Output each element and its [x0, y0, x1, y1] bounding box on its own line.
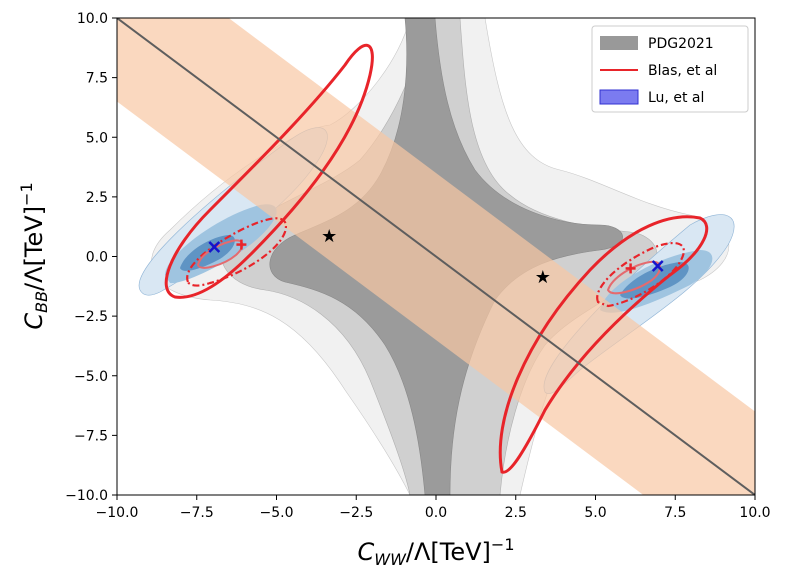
blas-bestfit-marker-0	[236, 239, 247, 250]
y-tick-label: 5.0	[86, 130, 108, 146]
lu-bestfit-marker-1	[651, 260, 664, 272]
legend-swatch-lu	[599, 89, 639, 105]
markers-layer: ★★	[208, 226, 664, 288]
y-tick-label: 7.5	[86, 71, 108, 87]
y-tick-label: −7.5	[74, 428, 108, 444]
y-tick-label: −5.0	[74, 369, 108, 385]
legend-swatch-pdg2021	[600, 36, 638, 50]
x-tick-label: 2.5	[505, 505, 527, 521]
plot-area: ★★	[117, 18, 755, 495]
lu-bestfit-marker-0	[208, 241, 221, 253]
blas-contour-right	[498, 215, 709, 474]
x-tick-label: 0.0	[425, 505, 447, 521]
x-tick-label: −5.0	[260, 505, 294, 521]
y-axis: −10.0 −7.5 −5.0 −2.5 0.0 2.5 5.0 7.5 10.0	[65, 11, 117, 504]
y-tick-label: 2.5	[86, 190, 108, 206]
y-tick-label: −2.5	[74, 309, 108, 325]
diagonal-line	[117, 18, 755, 495]
y-axis-label: CBB/Λ[TeV]−1	[17, 182, 51, 329]
y-tick-label: 0.0	[86, 250, 108, 266]
x-tick-label: 5.0	[584, 505, 606, 521]
legend: PDG2021 Blas, et al Lu, et al	[591, 25, 749, 113]
legend-label-blas: Blas, et al	[648, 63, 717, 79]
x-tick-label: 7.5	[664, 505, 686, 521]
pdg-star-marker-0: ★	[321, 226, 337, 247]
x-tick-label: 10.0	[739, 505, 770, 521]
x-axis: −10.0 −7.5 −5.0 −2.5 0.0 2.5 5.0 7.5 10.0	[96, 495, 771, 521]
legend-label-pdg2021: PDG2021	[648, 36, 714, 52]
blas-bestfit-marker-1	[625, 263, 636, 274]
pdg-star-marker-1: ★	[535, 267, 551, 288]
x-tick-label: −10.0	[96, 505, 139, 521]
legend-label-lu: Lu, et al	[648, 90, 704, 106]
y-tick-label: 10.0	[77, 11, 108, 27]
y-tick-label: −10.0	[65, 488, 108, 504]
x-tick-label: −2.5	[339, 505, 373, 521]
x-tick-label: −7.5	[180, 505, 214, 521]
x-axis-label: CWW/Λ[TeV]−1	[358, 535, 515, 569]
